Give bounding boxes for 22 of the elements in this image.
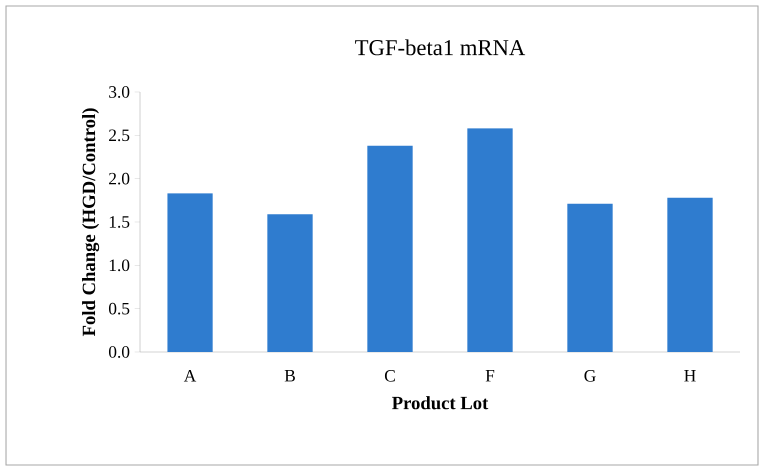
bar <box>567 204 613 352</box>
y-axis-title: Fold Change (HGD/Control) <box>82 108 100 336</box>
x-tick-label: H <box>684 370 696 382</box>
bar <box>667 198 713 352</box>
bar <box>267 214 313 352</box>
bar <box>367 146 413 352</box>
bar <box>167 193 213 352</box>
x-tick-label: G <box>584 370 596 382</box>
y-tick-label: 1.0 <box>110 259 130 272</box>
x-tick-label: A <box>184 370 196 382</box>
y-tick-label: 0.0 <box>108 346 130 358</box>
y-tick-label: 2.0 <box>109 172 130 185</box>
x-tick-label: F <box>486 370 494 382</box>
y-tick-label: 2.5 <box>109 129 130 142</box>
x-axis-title: Product Lot <box>392 396 488 410</box>
bar <box>467 128 513 352</box>
x-tick-label: B <box>284 370 295 382</box>
y-tick-label: 1.5 <box>110 216 130 228</box>
chart-title: TGF-beta1 mRNA <box>355 39 526 56</box>
y-tick-label: 3.0 <box>109 86 130 98</box>
x-tick-label: C <box>384 370 395 382</box>
y-tick-label: 0.5 <box>108 302 130 315</box>
